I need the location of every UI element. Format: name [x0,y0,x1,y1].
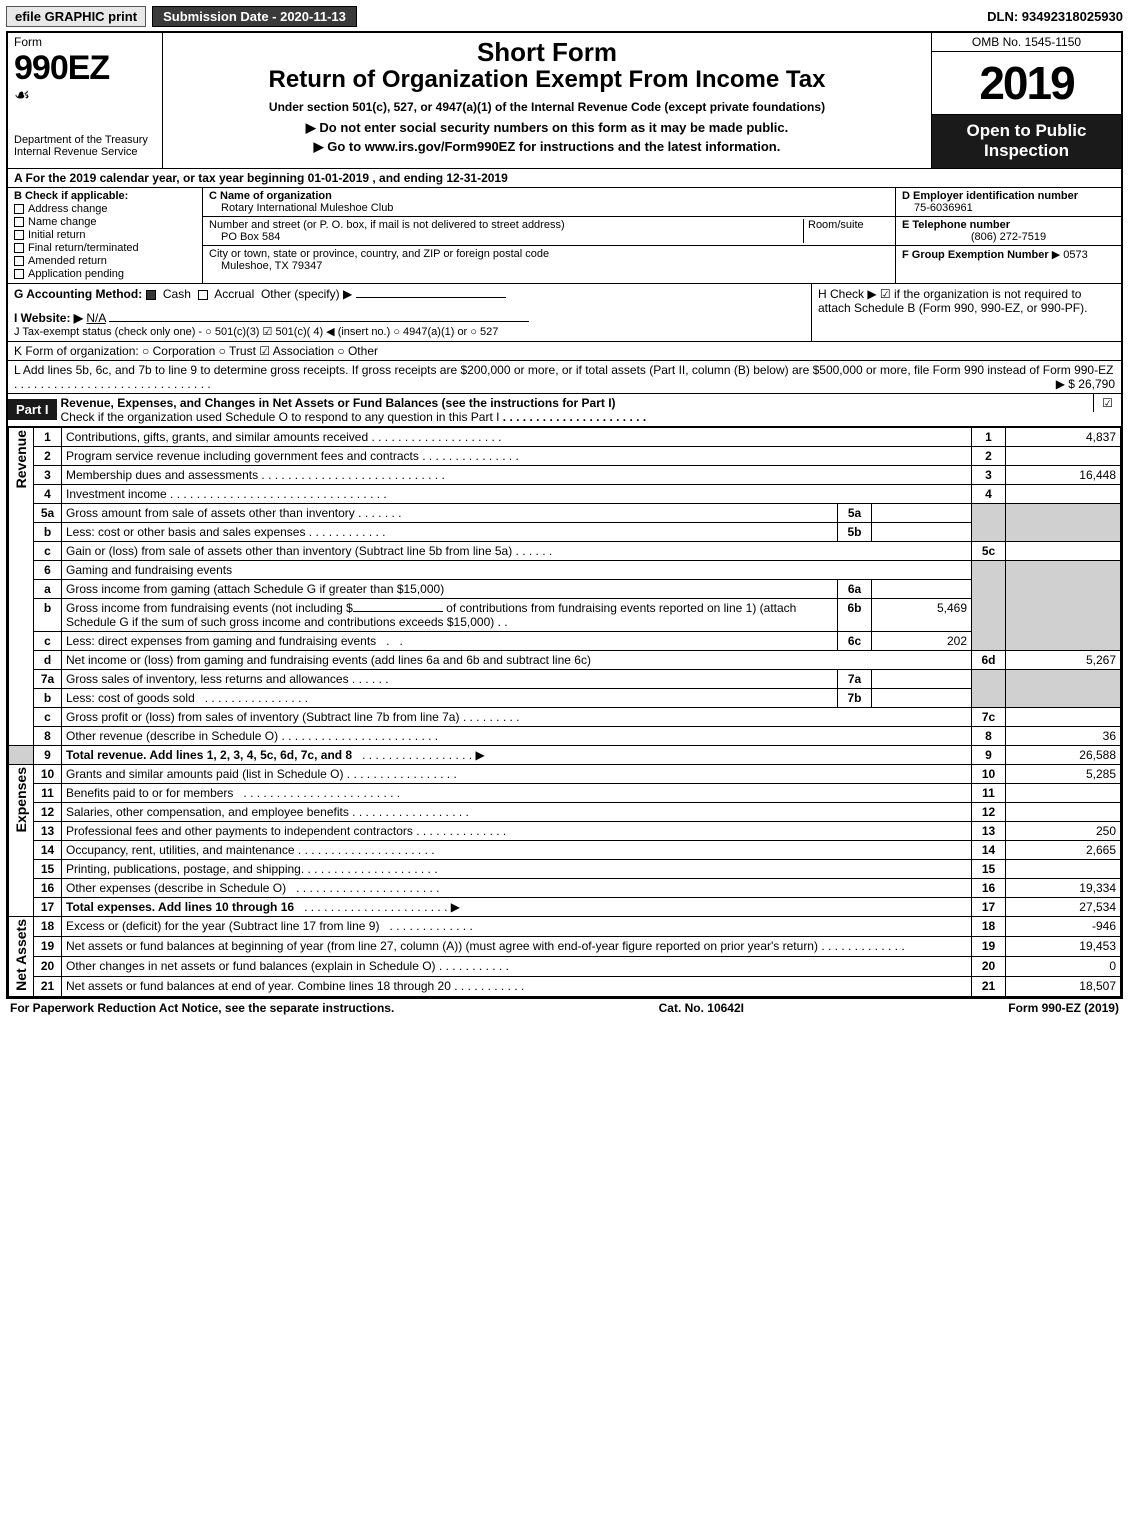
amt-19: 19,453 [1006,936,1121,956]
tax-year: 2019 [932,52,1121,115]
chk-initial-return[interactable] [14,230,24,240]
row-a-period: A For the 2019 calendar year, or tax yea… [8,169,1121,188]
amt-8: 36 [1006,726,1121,745]
submission-date-chip: Submission Date - 2020-11-13 [152,6,357,27]
e-label: E Telephone number [902,219,1115,231]
chk-name-change[interactable] [14,217,24,227]
ein-value: 75-6036961 [902,202,1115,214]
omb-number: OMB No. 1545-1150 [932,33,1121,52]
side-revenue: Revenue [13,430,29,488]
instr-goto[interactable]: ▶ Go to www.irs.gov/Form990EZ for instru… [173,139,921,155]
b-label: B Check if applicable: [14,190,196,202]
chk-amended[interactable] [14,256,24,266]
title-return: Return of Organization Exempt From Incom… [173,66,921,94]
group-exemption: ▶ 0573 [1052,249,1088,261]
d-label: D Employer identification number [902,190,1115,202]
city-value: Muleshoe, TX 79347 [209,260,889,272]
top-bar: efile GRAPHIC print Submission Date - 20… [6,6,1123,27]
part1-schedule-o-check[interactable]: ☑ [1093,394,1121,412]
h-check: H Check ▶ ☑ if the organization is not r… [811,284,1121,341]
part1-title: Revenue, Expenses, and Changes in Net As… [61,396,616,410]
subtitle: Under section 501(c), 527, or 4947(a)(1)… [173,100,921,114]
j-line: J Tax-exempt status (check only one) - ○… [14,325,805,338]
amt-1: 4,837 [1006,427,1121,446]
side-net-assets: Net Assets [13,919,29,991]
efile-print-button[interactable]: efile GRAPHIC print [6,6,146,27]
form-word: Form [14,35,156,49]
amt-14: 2,665 [1006,840,1121,859]
chk-accrual[interactable] [198,290,208,300]
amt-6b: 5,469 [872,598,972,631]
side-expenses: Expenses [13,767,29,832]
f-label: F Group Exemption Number [902,249,1049,261]
k-line: K Form of organization: ○ Corporation ○ … [8,342,1121,361]
dept-treasury: Department of the Treasury [14,134,156,146]
form-container: Form 990EZ ☙ Department of the Treasury … [6,31,1123,999]
instr-ssn: ▶ Do not enter social security numbers o… [173,120,921,136]
amt-9: 26,588 [1006,745,1121,764]
phone-value: (806) 272-7519 [902,231,1115,243]
chk-final-return[interactable] [14,243,24,253]
footer-right: Form 990-EZ (2019) [1008,1001,1119,1015]
amt-21: 18,507 [1006,976,1121,996]
page-footer: For Paperwork Reduction Act Notice, see … [6,999,1123,1017]
footer-mid: Cat. No. 10642I [659,1001,744,1015]
amt-10: 5,285 [1006,764,1121,783]
addr-label: Number and street (or P. O. box, if mail… [209,219,803,231]
room-label: Room/suite [804,219,889,243]
c-name-label: C Name of organization [209,190,889,202]
form-number: 990EZ [14,51,156,85]
amt-6d: 5,267 [1006,650,1121,669]
part1-header-row: Part I Revenue, Expenses, and Changes in… [8,394,1121,427]
open-to-public: Open to Public Inspection [932,115,1121,168]
chk-address-change[interactable] [14,204,24,214]
addr-value: PO Box 584 [209,231,803,243]
website-value: N/A [86,311,105,325]
amt-3: 16,448 [1006,465,1121,484]
amt-16: 19,334 [1006,878,1121,897]
amt-18: -946 [1006,916,1121,936]
amt-13: 250 [1006,821,1121,840]
footer-left: For Paperwork Reduction Act Notice, see … [10,1001,394,1015]
amt-6c: 202 [872,631,972,650]
title-short-form: Short Form [173,37,921,68]
irs-label: Internal Revenue Service [14,146,156,158]
org-name: Rotary International Muleshoe Club [209,202,889,214]
i-label: I Website: ▶ [14,311,83,325]
chk-cash[interactable] [146,290,156,300]
g-label: G Accounting Method: [14,287,142,301]
l-line: L Add lines 5b, 6c, and 7b to line 9 to … [8,361,1121,394]
lines-table: Revenue 1Contributions, gifts, grants, a… [8,427,1121,997]
amt-17: 27,534 [1006,897,1121,916]
city-label: City or town, state or province, country… [209,248,889,260]
dln-label: DLN: 93492318025930 [987,9,1123,24]
part1-badge: Part I [8,399,57,420]
amt-20: 0 [1006,956,1121,976]
chk-pending[interactable] [14,269,24,279]
section-b: B Check if applicable: Address change Na… [8,188,203,283]
part1-check-line: Check if the organization used Schedule … [61,410,500,424]
